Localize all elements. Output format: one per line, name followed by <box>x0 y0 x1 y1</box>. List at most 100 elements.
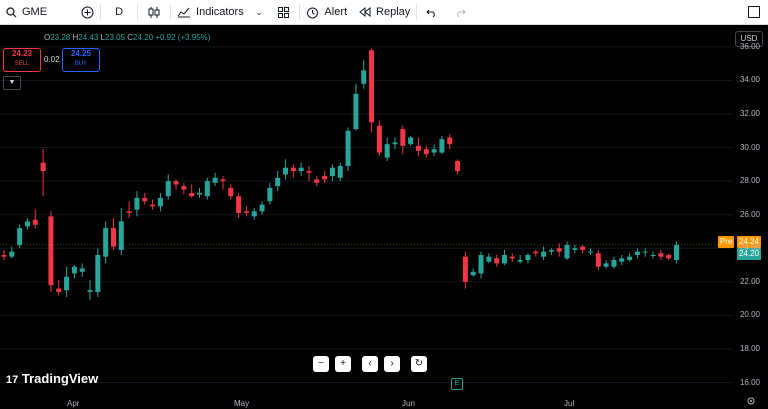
alert-button[interactable]: Alert <box>300 0 353 24</box>
candle-body <box>494 258 500 264</box>
toolbar-separator <box>137 4 139 20</box>
candle-body <box>674 244 680 261</box>
logo-text: TradingView <box>21 371 99 386</box>
layouts-button[interactable] <box>268 0 299 24</box>
candle-body <box>259 204 265 212</box>
scroll-left-button[interactable]: ‹ <box>362 356 378 372</box>
pre-market-label: Pre <box>718 236 735 248</box>
candles-icon <box>148 6 160 18</box>
candle-body <box>408 137 414 145</box>
alarm-clock-icon <box>307 7 319 18</box>
candle-body <box>439 139 445 153</box>
replay-button[interactable]: Replay <box>353 0 416 24</box>
sell-button[interactable]: 24.23 SELL <box>3 48 41 72</box>
collapse-legend-button[interactable]: ▼ <box>3 76 21 90</box>
candle-body <box>212 177 218 183</box>
candle-body <box>87 290 93 292</box>
candle-body <box>603 263 609 267</box>
y-axis-tick-label: 18.00 <box>739 343 760 353</box>
indicators-icon <box>177 7 191 18</box>
ohlc-legend: O23.28 H24.43 L23.05 C24.20 +0.92 (+3.95… <box>44 33 210 42</box>
y-axis-tick-label: 32.00 <box>739 108 760 118</box>
zoom-out-button[interactable]: − <box>313 356 329 372</box>
candle-body <box>204 181 210 197</box>
scroll-right-button[interactable]: › <box>384 356 400 372</box>
candle-body <box>431 149 437 153</box>
chart-type-button[interactable] <box>138 0 170 24</box>
top-toolbar: GME D Indicators ⌄ Alert Replay <box>0 0 768 25</box>
y-axis-tick-label: 26.00 <box>739 209 760 219</box>
settings-gear-icon[interactable] <box>746 396 756 406</box>
candle-body <box>345 130 351 167</box>
candle-body <box>103 228 109 257</box>
candle-body <box>71 266 77 274</box>
redo-button[interactable] <box>446 0 475 24</box>
candle-body <box>486 256 492 262</box>
candle-body <box>243 211 249 214</box>
x-axis-tick-label: Apr <box>67 399 80 408</box>
candle-body <box>611 260 617 267</box>
reset-chart-button[interactable]: ↻ <box>411 356 427 372</box>
candle-body <box>157 197 163 207</box>
x-axis-tick-label: Jul <box>564 399 575 408</box>
redo-icon <box>457 9 467 17</box>
candle-body <box>462 256 468 282</box>
y-axis-tick-label: 24.00 <box>739 243 760 253</box>
candle-body <box>110 228 116 247</box>
candle-body <box>40 162 46 172</box>
candle-body <box>118 221 124 250</box>
candle-body <box>79 268 85 272</box>
fullscreen-button[interactable] <box>740 0 768 24</box>
candle-body <box>572 248 578 250</box>
tradingview-logo[interactable]: 17 TradingView <box>6 371 98 386</box>
symbol-label: GME <box>22 6 48 18</box>
candle-body <box>17 228 23 245</box>
symbol-search-button[interactable]: GME <box>0 0 53 24</box>
zoom-in-button[interactable]: + <box>335 356 351 372</box>
candle-body <box>236 196 242 214</box>
candle-body <box>173 181 179 185</box>
y-axis-tick-label: 16.00 <box>739 377 760 387</box>
candle-body <box>642 251 648 253</box>
candle-body <box>361 70 367 84</box>
indicators-button[interactable]: Indicators ⌄ <box>171 0 268 24</box>
candle-body <box>189 192 195 197</box>
candle-body <box>376 125 382 153</box>
interval-button[interactable]: D <box>115 6 124 18</box>
candle-body <box>384 144 390 158</box>
candle-body <box>220 179 226 182</box>
minus-icon: − <box>318 358 324 369</box>
search-icon <box>6 6 17 17</box>
change-value: +0.92 (+3.95%) <box>155 33 211 42</box>
low-label: L <box>100 33 105 42</box>
rewind-icon <box>359 7 371 17</box>
candle-body <box>298 167 304 172</box>
candle-body <box>267 187 273 202</box>
undo-button[interactable] <box>417 0 446 24</box>
x-axis-tick-label: May <box>234 399 250 408</box>
pre-market-price-tag: 24.24 <box>737 236 762 248</box>
high-value: 24.43 <box>78 33 99 42</box>
y-axis-tick-label: 30.00 <box>739 142 760 152</box>
earnings-marker[interactable]: E <box>451 378 463 390</box>
chevron-down-icon[interactable]: ⌄ <box>255 7 263 17</box>
candle-body <box>165 181 171 197</box>
candle-body <box>134 197 140 210</box>
y-axis-tick-label: 20.00 <box>739 310 760 320</box>
candlestick-chart[interactable] <box>0 25 768 409</box>
candle-body <box>455 160 461 172</box>
last-price-tag: 24.20 <box>737 248 762 260</box>
candle-body <box>595 253 601 267</box>
candle-body <box>619 258 625 262</box>
buy-button[interactable]: 24.25 BUY <box>62 48 100 72</box>
currency-selector[interactable]: USD <box>735 31 763 47</box>
candle-body <box>501 254 507 264</box>
candle-body <box>181 186 187 190</box>
replay-label: Replay <box>376 6 411 18</box>
candle-body <box>353 93 359 130</box>
grid-icon <box>278 6 290 18</box>
y-axis-tick-label: 28.00 <box>739 176 760 186</box>
compare-symbol-button[interactable] <box>75 0 100 24</box>
alert-label: Alert <box>324 6 348 18</box>
candle-body <box>541 251 547 257</box>
